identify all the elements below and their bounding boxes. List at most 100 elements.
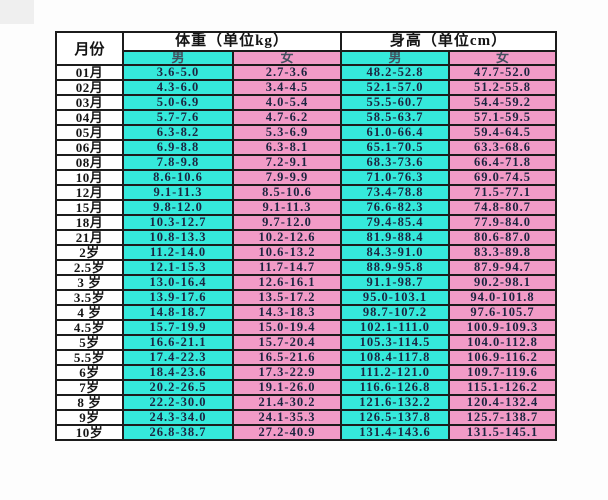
height-male-cell: 55.5-60.7 [340, 94, 450, 111]
weight-male-cell: 13.0-16.4 [122, 274, 234, 291]
height-female-cell: 80.6-87.0 [448, 229, 557, 246]
weight-male-cell: 5.0-6.9 [122, 94, 234, 111]
row-label: 2.5岁 [55, 259, 124, 276]
table-row: 15月 9.8-12.0 9.1-11.3 76.6-82.3 74.8-80.7 [55, 199, 557, 216]
row-label: 15月 [55, 199, 124, 216]
weight-female-cell: 3.4-4.5 [232, 79, 342, 96]
table-row: 3 岁 13.0-16.4 12.6-16.1 91.1-98.7 90.2-98.1 [55, 274, 557, 291]
table-row: 06月 6.9-8.8 6.3-8.1 65.1-70.5 63.3-68.6 [55, 139, 557, 156]
row-label: 10月 [55, 169, 124, 186]
height-female-cell: 109.7-119.6 [448, 364, 557, 381]
weight-female-cell: 9.7-12.0 [232, 214, 342, 231]
height-male-cell: 81.9-88.4 [340, 229, 450, 246]
height-female-cell: 71.5-77.1 [448, 184, 557, 201]
row-label: 06月 [55, 139, 124, 156]
height-female-cell: 87.9-94.7 [448, 259, 557, 276]
height-female-cell: 120.4-132.4 [448, 394, 557, 411]
weight-female-cell: 17.3-22.9 [232, 364, 342, 381]
table-row: 4 岁 14.8-18.7 14.3-18.3 98.7-107.2 97.6-105.… [55, 304, 557, 321]
table-row: 12月 9.1-11.3 8.5-10.6 73.4-78.8 71.5-77.1 [55, 184, 557, 201]
month-column-header: 月份 [55, 31, 124, 66]
scan-corner-artifact [0, 0, 34, 24]
weight-female-cell: 10.2-12.6 [232, 229, 342, 246]
weight-female-cell: 4.7-6.2 [232, 109, 342, 126]
weight-female-header: 女 [232, 50, 342, 66]
height-male-cell: 52.1-57.0 [340, 79, 450, 96]
table-row: 03月 5.0-6.9 4.0-5.4 55.5-60.7 54.4-59.2 [55, 94, 557, 111]
weight-female-cell: 6.3-8.1 [232, 139, 342, 156]
table-row: 8 岁 22.2-30.0 21.4-30.2 121.6-132.2 120.4-13… [55, 394, 557, 411]
weight-male-cell: 16.6-21.1 [122, 334, 234, 351]
height-male-cell: 91.1-98.7 [340, 274, 450, 291]
row-label: 21月 [55, 229, 124, 246]
height-male-cell: 108.4-117.8 [340, 349, 450, 366]
height-female-cell: 69.0-74.5 [448, 169, 557, 186]
height-male-cell: 65.1-70.5 [340, 139, 450, 156]
height-female-cell: 115.1-126.2 [448, 379, 557, 396]
table-row: 05月 6.3-8.2 5.3-6.9 61.0-66.4 59.4-64.5 [55, 124, 557, 141]
height-female-cell: 90.2-98.1 [448, 274, 557, 291]
table-row: 21月 10.8-13.3 10.2-12.6 81.9-88.4 80.6-87.0 [55, 229, 557, 246]
growth-standards-table: 月份 体重（单位kg） 身高（单位cm） 男 女 男 女 01月 3.6-5.0 2… [55, 31, 557, 441]
weight-male-cell: 3.6-5.0 [122, 64, 234, 81]
table-row: 9岁 24.3-34.0 24.1-35.3 126.5-137.8 125.7-138… [55, 409, 557, 426]
row-label: 4.5岁 [55, 319, 124, 336]
row-label: 03月 [55, 94, 124, 111]
row-label: 18月 [55, 214, 124, 231]
row-label: 2岁 [55, 244, 124, 261]
weight-group-header: 体重（单位kg） [122, 31, 342, 52]
table-row: 01月 3.6-5.0 2.7-3.6 48.2-52.8 47.7-52.0 [55, 64, 557, 81]
weight-female-cell: 13.5-17.2 [232, 289, 342, 306]
height-female-header: 女 [448, 50, 557, 66]
weight-female-cell: 15.7-20.4 [232, 334, 342, 351]
table-row: 2.5岁 12.1-15.3 11.7-14.7 88.9-95.8 87.9-94.7 [55, 259, 557, 276]
height-female-cell: 54.4-59.2 [448, 94, 557, 111]
weight-female-cell: 9.1-11.3 [232, 199, 342, 216]
row-label: 6岁 [55, 364, 124, 381]
weight-female-cell: 21.4-30.2 [232, 394, 342, 411]
height-female-cell: 104.0-112.8 [448, 334, 557, 351]
height-female-cell: 131.5-145.1 [448, 424, 557, 441]
height-male-cell: 73.4-78.8 [340, 184, 450, 201]
height-male-cell: 84.3-91.0 [340, 244, 450, 261]
weight-male-cell: 8.6-10.6 [122, 169, 234, 186]
height-male-cell: 58.5-63.7 [340, 109, 450, 126]
row-label: 01月 [55, 64, 124, 81]
sex-header-row: 男 女 男 女 [56, 50, 557, 66]
weight-female-cell: 2.7-3.6 [232, 64, 342, 81]
row-label: 12月 [55, 184, 124, 201]
height-male-cell: 131.4-143.6 [340, 424, 450, 441]
row-label: 3 岁 [55, 274, 124, 291]
height-female-cell: 100.9-109.3 [448, 319, 557, 336]
height-female-cell: 59.4-64.5 [448, 124, 557, 141]
height-male-cell: 79.4-85.4 [340, 214, 450, 231]
height-male-cell: 116.6-126.8 [340, 379, 450, 396]
weight-female-cell: 14.3-18.3 [232, 304, 342, 321]
weight-male-cell: 5.7-7.6 [122, 109, 234, 126]
weight-male-cell: 6.9-8.8 [122, 139, 234, 156]
weight-female-cell: 7.9-9.9 [232, 169, 342, 186]
weight-male-cell: 12.1-15.3 [122, 259, 234, 276]
height-male-cell: 105.3-114.5 [340, 334, 450, 351]
weight-male-cell: 10.3-12.7 [122, 214, 234, 231]
table-row: 5.5岁 17.4-22.3 16.5-21.6 108.4-117.8 106.9-1… [55, 349, 557, 366]
weight-female-cell: 15.0-19.4 [232, 319, 342, 336]
table-row: 10岁 26.8-38.7 27.2-40.9 131.4-143.6 131.5-14… [55, 424, 557, 441]
height-female-cell: 63.3-68.6 [448, 139, 557, 156]
height-male-cell: 48.2-52.8 [340, 64, 450, 81]
row-label: 04月 [55, 109, 124, 126]
weight-male-cell: 14.8-18.7 [122, 304, 234, 321]
row-label: 5岁 [55, 334, 124, 351]
weight-male-cell: 13.9-17.6 [122, 289, 234, 306]
weight-female-cell: 10.6-13.2 [232, 244, 342, 261]
table-row: 08月 7.8-9.8 7.2-9.1 68.3-73.6 66.4-71.8 [55, 154, 557, 171]
height-male-cell: 111.2-121.0 [340, 364, 450, 381]
height-male-cell: 121.6-132.2 [340, 394, 450, 411]
height-male-cell: 61.0-66.4 [340, 124, 450, 141]
weight-male-cell: 22.2-30.0 [122, 394, 234, 411]
table-row: 7岁 20.2-26.5 19.1-26.0 116.6-126.8 115.1-126… [55, 379, 557, 396]
weight-male-cell: 18.4-23.6 [122, 364, 234, 381]
height-male-cell: 76.6-82.3 [340, 199, 450, 216]
height-male-cell: 95.0-103.1 [340, 289, 450, 306]
